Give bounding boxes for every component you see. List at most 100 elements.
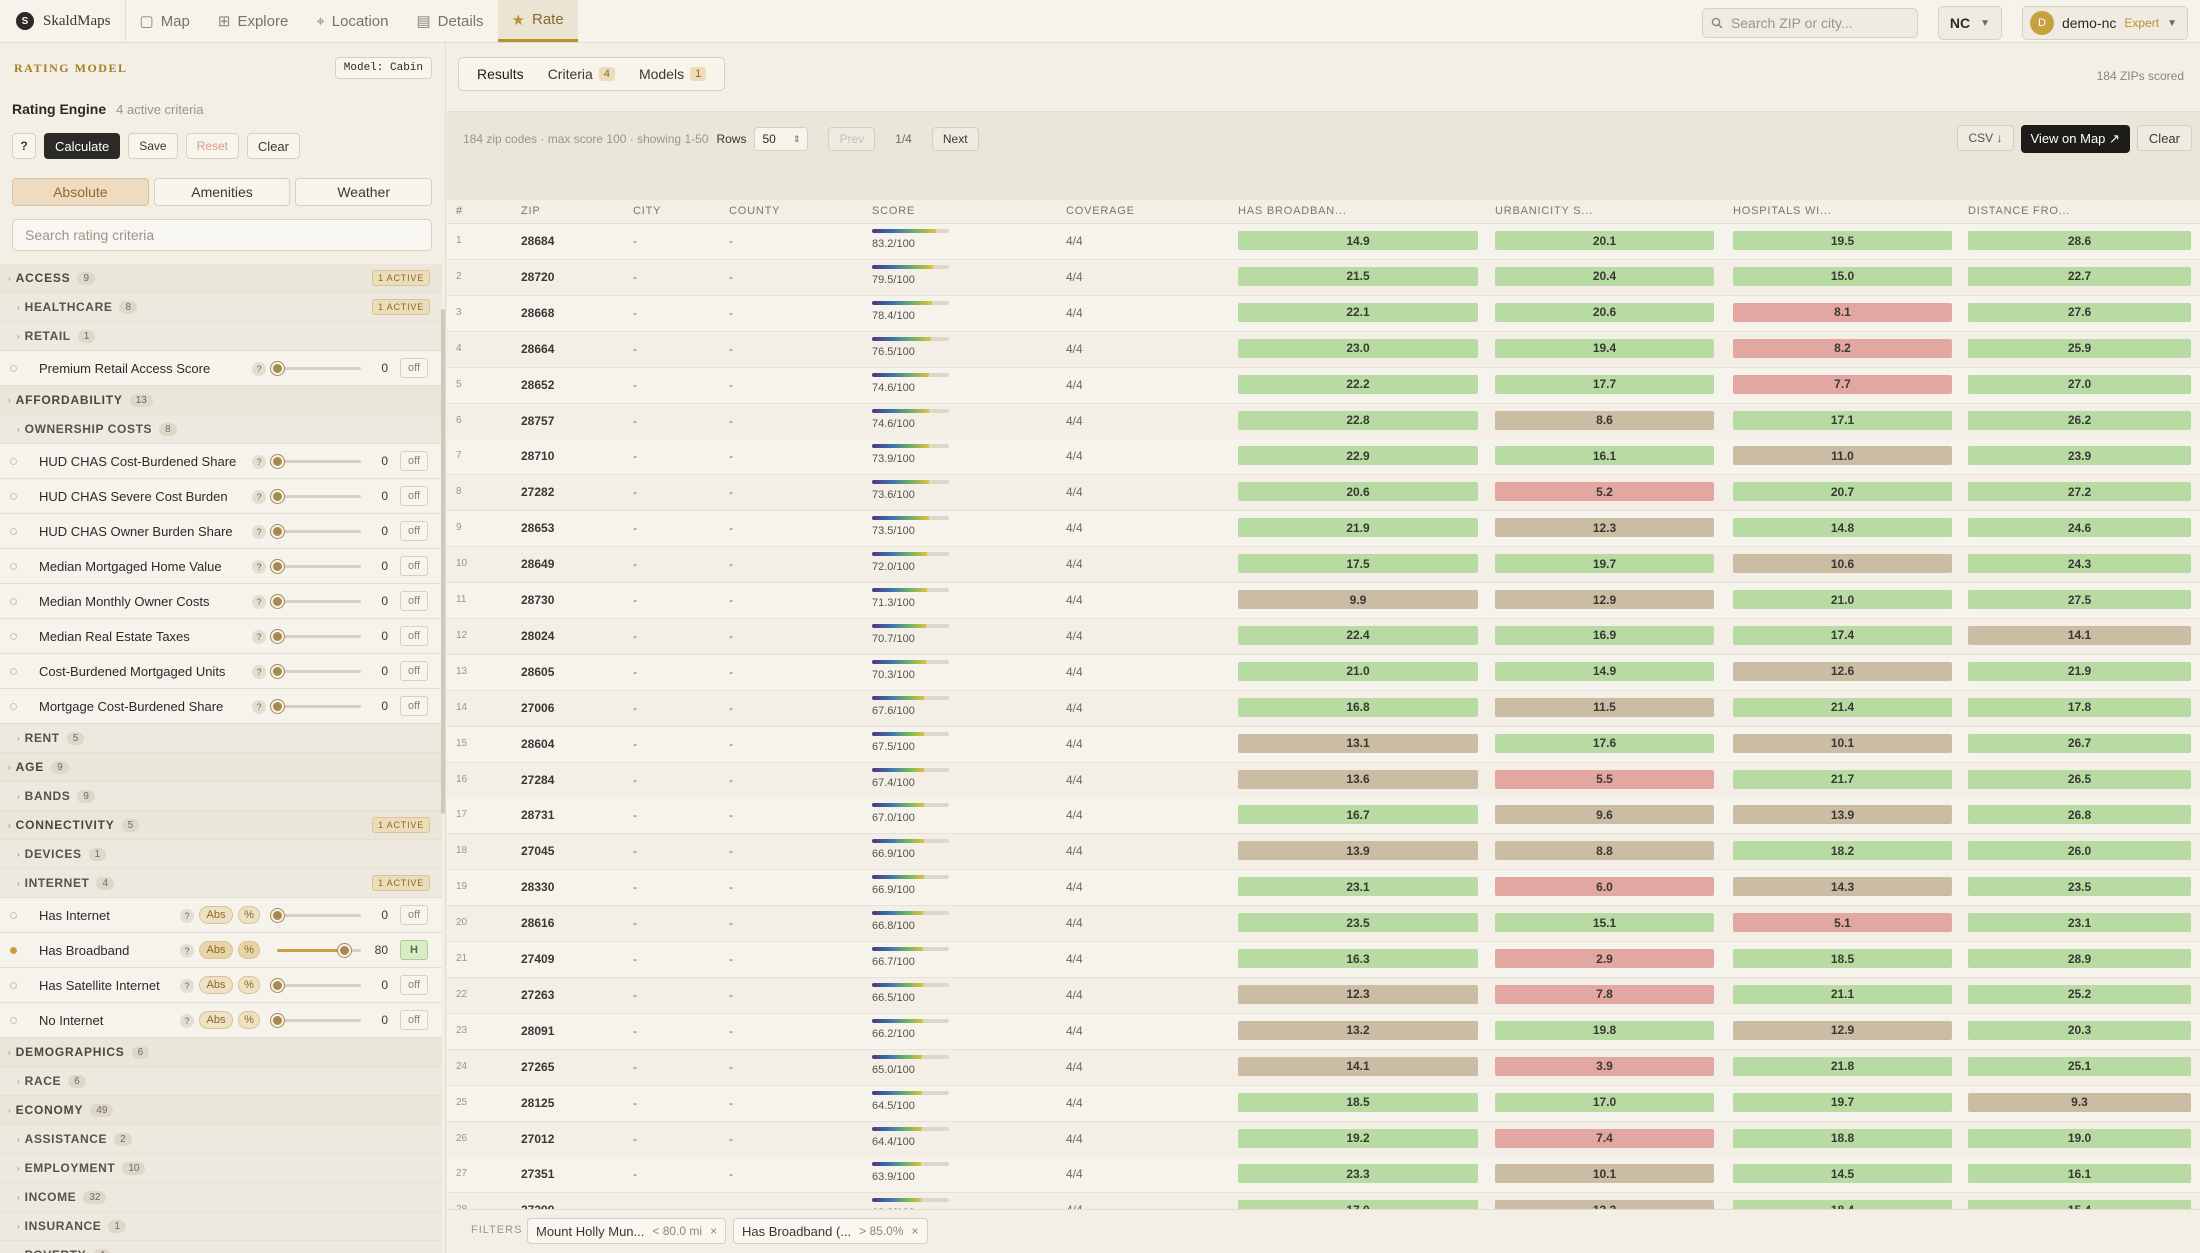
weight-slider[interactable] xyxy=(271,455,361,468)
weight-slider[interactable] xyxy=(271,700,361,713)
table-row[interactable]: 13 28605 - - 70.3/100 4/4 21.0 14.9 12.6 21.9 xyxy=(447,654,2200,691)
weight-slider[interactable] xyxy=(271,560,361,573)
table-row[interactable]: 18 27045 - - 66.9/100 4/4 13.9 8.8 18.2 26.0 xyxy=(447,834,2200,871)
zip-cell[interactable]: 28649 xyxy=(521,557,555,572)
table-row[interactable]: 3 28668 - - 78.4/100 4/4 22.1 20.6 8.1 27.6 xyxy=(447,295,2200,332)
abs-chip[interactable]: Abs xyxy=(199,1011,233,1029)
subcategory-row[interactable]: › INSURANCE 1 xyxy=(0,1212,442,1241)
table-row[interactable]: 22 27263 - - 66.5/100 4/4 12.3 7.8 21.1 25.2 xyxy=(447,977,2200,1014)
table-row[interactable]: 12 28024 - - 70.7/100 4/4 22.4 16.9 17.4 14.1 xyxy=(447,618,2200,655)
zip-cell[interactable]: 28731 xyxy=(521,808,555,823)
criteria-search-input[interactable]: Search rating criteria xyxy=(12,219,432,251)
zip-cell[interactable]: 27045 xyxy=(521,844,555,859)
table-row[interactable]: 8 27282 - - 73.6/100 4/4 20.6 5.2 20.7 27.2 xyxy=(447,475,2200,512)
toggle-button[interactable]: H xyxy=(400,940,428,960)
slider-thumb[interactable] xyxy=(271,455,284,468)
toggle-button[interactable]: off xyxy=(400,556,428,576)
close-icon[interactable]: × xyxy=(710,1224,718,1238)
zip-cell[interactable]: 28684 xyxy=(521,234,555,248)
toggle-button[interactable]: off xyxy=(400,975,428,995)
zip-cell[interactable]: 28664 xyxy=(521,341,555,356)
percent-chip[interactable]: % xyxy=(238,976,260,994)
zip-cell[interactable]: 28604 xyxy=(521,736,555,751)
filter-chip[interactable]: Mount Holly Mun... < 80.0 mi × xyxy=(527,1218,727,1244)
abs-chip[interactable]: Abs xyxy=(199,976,233,994)
help-icon[interactable]: ? xyxy=(252,362,266,376)
toggle-button[interactable]: off xyxy=(400,696,428,716)
subcategory-row[interactable]: › HEALTHCARE 8 1 ACTIVE xyxy=(0,293,442,322)
zip-cell[interactable]: 28330 xyxy=(521,880,555,895)
table-row[interactable]: 7 28710 - - 73.9/100 4/4 22.9 16.1 11.0 23.9 xyxy=(447,439,2200,476)
csv-export-button[interactable]: CSV ↓ xyxy=(1957,125,2014,151)
weight-slider[interactable] xyxy=(271,665,361,678)
abs-chip[interactable]: Abs xyxy=(199,906,233,924)
subcategory-row[interactable]: › RACE 6 xyxy=(0,1067,442,1096)
category-row[interactable]: › AFFORDABILITY 13 xyxy=(0,386,442,415)
slider-thumb[interactable] xyxy=(271,909,284,922)
table-row[interactable]: 1 28684 - - 83.2/100 4/4 14.9 20.1 19.5 28.6 xyxy=(447,224,2200,260)
table-row[interactable]: 4 28664 - - 76.5/100 4/4 23.0 19.4 8.2 25.9 xyxy=(447,331,2200,368)
app-logo[interactable]: S SkaldMaps xyxy=(0,0,126,42)
category-row[interactable]: › CONNECTIVITY 5 1 ACTIVE xyxy=(0,811,442,840)
nav-explore[interactable]: ⊞ Explore xyxy=(204,0,302,42)
slider-thumb[interactable] xyxy=(271,630,284,643)
table-row[interactable]: 19 28330 - - 66.9/100 4/4 23.1 6.0 14.3 23.5 xyxy=(447,870,2200,907)
abs-chip[interactable]: Abs xyxy=(199,941,233,959)
subcategory-row[interactable]: › POVERTY 4 xyxy=(0,1241,442,1253)
sidebar-scrollbar[interactable] xyxy=(441,309,445,814)
nav-location[interactable]: ⌖ Location xyxy=(302,0,402,42)
toggle-button[interactable]: off xyxy=(400,591,428,611)
help-icon[interactable]: ? xyxy=(252,455,266,469)
slider-thumb[interactable] xyxy=(271,560,284,573)
weight-slider[interactable] xyxy=(271,595,361,608)
subcategory-row[interactable]: › RENT 5 xyxy=(0,724,442,753)
subcategory-row[interactable]: › OWNERSHIP COSTS 8 xyxy=(0,415,442,444)
column-header[interactable]: DISTANCE FRO... xyxy=(1968,205,2071,217)
column-header[interactable]: COVERAGE xyxy=(1066,205,1135,217)
subcategory-row[interactable]: › RETAIL 1 xyxy=(0,322,442,351)
zip-cell[interactable]: 28653 xyxy=(521,521,555,536)
slider-thumb[interactable] xyxy=(271,525,284,538)
subcategory-row[interactable]: › ASSISTANCE 2 xyxy=(0,1125,442,1154)
column-header[interactable]: SCORE xyxy=(872,205,916,217)
zip-cell[interactable]: 27351 xyxy=(521,1167,555,1182)
table-row[interactable]: 11 28730 - - 71.3/100 4/4 9.9 12.9 21.0 27.5 xyxy=(447,583,2200,619)
model-badge[interactable]: Model: Cabin xyxy=(334,57,432,79)
category-row[interactable]: › DEMOGRAPHICS 6 xyxy=(0,1038,442,1067)
help-icon[interactable]: ? xyxy=(252,490,266,504)
column-header[interactable]: URBANICITY S... xyxy=(1495,205,1593,217)
nav-map[interactable]: ▢ Map xyxy=(126,0,204,42)
user-menu[interactable]: D demo-nc Expert ▼ xyxy=(2021,6,2188,40)
percent-chip[interactable]: % xyxy=(238,1011,260,1029)
zip-cell[interactable]: 28720 xyxy=(521,269,555,284)
clear-button[interactable]: Clear xyxy=(246,133,300,159)
help-icon[interactable]: ? xyxy=(252,630,266,644)
toggle-button[interactable]: off xyxy=(400,358,428,378)
table-row[interactable]: 23 28091 - - 66.2/100 4/4 13.2 19.8 12.9 20.3 xyxy=(447,1013,2200,1050)
slider-thumb[interactable] xyxy=(271,362,284,375)
table-row[interactable]: 21 27409 - - 66.7/100 4/4 16.3 2.9 18.5 28.9 xyxy=(447,942,2200,978)
zip-cell[interactable]: 28605 xyxy=(521,664,555,679)
help-icon[interactable]: ? xyxy=(252,560,266,574)
toggle-button[interactable]: off xyxy=(400,451,428,471)
zip-cell[interactable]: 27012 xyxy=(521,1131,555,1146)
slider-thumb[interactable] xyxy=(271,1014,284,1027)
prev-page-button[interactable]: Prev xyxy=(828,127,876,151)
slider-thumb[interactable] xyxy=(338,944,352,957)
slider-thumb[interactable] xyxy=(271,979,284,992)
toggle-button[interactable]: off xyxy=(400,905,428,925)
tab-models[interactable]: Models 1 xyxy=(627,61,718,87)
toggle-button[interactable]: off xyxy=(400,626,428,646)
zip-cell[interactable]: 27263 xyxy=(521,987,555,1002)
weight-slider[interactable] xyxy=(271,490,361,503)
table-row[interactable]: 9 28653 - - 73.5/100 4/4 21.9 12.3 14.8 24.6 xyxy=(447,511,2200,548)
rows-per-page-select[interactable]: 50 ⇕ xyxy=(754,127,809,151)
zip-cell[interactable]: 28710 xyxy=(521,449,555,464)
zip-cell[interactable]: 28616 xyxy=(521,916,555,931)
help-button[interactable]: ? xyxy=(12,133,36,159)
column-header[interactable]: COUNTY xyxy=(729,205,781,217)
state-selector[interactable]: NC ▼ xyxy=(1937,6,2002,40)
nav-details[interactable]: ▤ Details xyxy=(402,0,497,42)
zip-cell[interactable]: 27282 xyxy=(521,485,555,500)
clear-results-button[interactable]: Clear xyxy=(2136,125,2192,151)
